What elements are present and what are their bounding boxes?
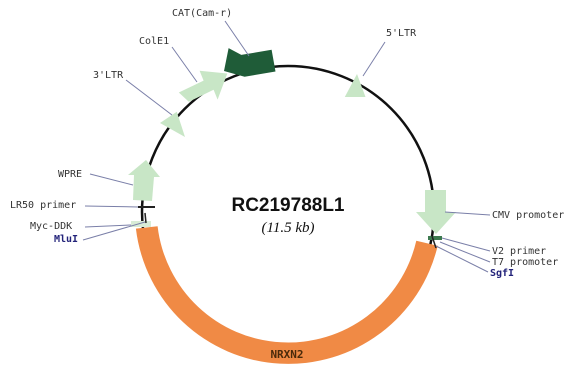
plasmid-size: (11.5 kb) xyxy=(261,220,314,236)
mlui-leader xyxy=(82,221,146,241)
wpre-label: WPRE xyxy=(58,169,82,180)
five-ltr-arrow xyxy=(344,74,366,97)
three-ltr-arrow xyxy=(160,111,185,137)
cmv-promoter-arrow xyxy=(416,190,456,234)
lr50-leader xyxy=(84,205,139,208)
nrxn2-arc xyxy=(135,226,438,364)
v2-leader xyxy=(441,237,491,252)
cat-cam-r-arrow xyxy=(224,48,276,77)
five-ltr-label: 5'LTR xyxy=(386,28,417,39)
three-ltr-leader xyxy=(125,79,173,116)
mlui-label: MluI xyxy=(54,234,78,245)
myc-ddk-marker xyxy=(131,221,151,227)
myc-ddk-label: Myc-DDK xyxy=(30,221,72,232)
three-ltr-label: 3'LTR xyxy=(93,70,124,81)
cmv-leader xyxy=(444,211,491,216)
cat-leader xyxy=(224,20,250,57)
plasmid-name: RC219788L1 xyxy=(231,195,344,216)
sgfi-label: SgfI xyxy=(490,268,514,279)
cmv-promoter-label: CMV promoter xyxy=(492,210,564,221)
myc-ddk-leader xyxy=(84,224,132,228)
wpre-leader xyxy=(89,173,134,186)
wpre-arrow xyxy=(128,160,160,201)
nrxn2-label: NRXN2 xyxy=(270,348,303,361)
mlui-tick xyxy=(144,212,147,224)
cole1-label: ColE1 xyxy=(139,36,169,47)
v2-primer-label: V2 primer xyxy=(492,246,546,257)
lr50-primer-label: LR50 primer xyxy=(10,200,76,211)
five-ltr-leader xyxy=(362,41,386,77)
cole1-leader xyxy=(171,46,198,83)
t7-leader xyxy=(439,241,491,263)
t7-promoter-label: T7 promoter xyxy=(492,257,558,268)
sgfi-leader xyxy=(435,245,489,273)
v2-primer-marker xyxy=(428,236,442,240)
cole1-arrow xyxy=(178,70,228,102)
sgfi-tick xyxy=(431,235,437,249)
cat-label: CAT(Cam-r) xyxy=(172,8,232,19)
